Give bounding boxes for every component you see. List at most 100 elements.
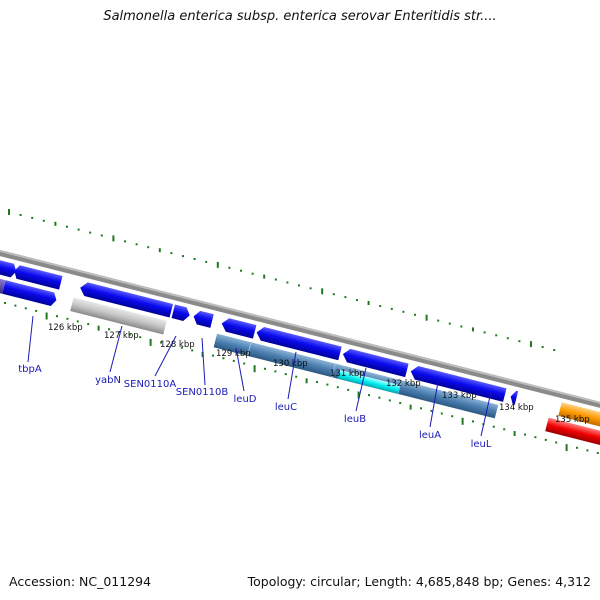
topology-text: Topology: circular; Length: 4,685,848 bp…: [247, 574, 591, 589]
inner-tick: [503, 428, 506, 431]
inner-tick: [399, 402, 402, 404]
gene-leader-line: [429, 381, 439, 428]
scale-label: 131 kbp: [330, 369, 365, 379]
gene-label-sen0110a[interactable]: SEN0110A: [124, 379, 177, 390]
inner-tick: [440, 412, 443, 415]
inner-tick: [76, 320, 79, 323]
inner-tick: [409, 404, 412, 410]
outer-tick: [8, 209, 10, 215]
inner-tick: [45, 312, 48, 320]
cds-feature: [14, 265, 63, 290]
outer-tick: [286, 281, 289, 284]
outer-tick: [112, 235, 115, 242]
inner-tick: [87, 323, 90, 326]
outer-tick: [42, 219, 45, 222]
gene-label-leub[interactable]: leuB: [344, 414, 366, 425]
outer-tick: [77, 228, 80, 231]
outer-tick: [19, 214, 22, 216]
inner-tick: [326, 383, 329, 386]
inner-tick: [108, 328, 110, 331]
outer-tick: [414, 313, 416, 316]
scale-label: 133 kbp: [442, 391, 477, 401]
outer-tick: [495, 334, 498, 337]
inner-tick: [586, 449, 589, 452]
cds-feature: [256, 327, 342, 361]
inner-tick: [160, 341, 162, 344]
gene-leader-line: [235, 347, 245, 392]
inner-tick: [4, 302, 6, 304]
scale-label: 132 kbp: [386, 379, 421, 389]
cds-feature: [80, 282, 174, 318]
outer-tick: [425, 314, 428, 321]
inner-tick: [472, 420, 474, 423]
cds-feature: [2, 280, 57, 307]
inner-tick: [524, 433, 526, 436]
scale-label: 135 kbp: [555, 415, 590, 425]
inner-tick: [212, 354, 214, 357]
inner-tick: [24, 307, 27, 310]
cds-feature: [171, 304, 190, 321]
inner-tick: [420, 407, 422, 410]
gene-label-leud[interactable]: leuD: [234, 394, 257, 405]
inner-tick: [191, 349, 194, 352]
scale-label: 130 kbp: [273, 359, 308, 369]
map-title: Salmonella enterica subsp. enterica sero…: [103, 9, 497, 24]
gene-label-leul[interactable]: leuL: [471, 439, 492, 450]
inner-tick: [430, 409, 433, 412]
outer-tick: [460, 325, 463, 328]
inner-tick: [565, 444, 568, 452]
inner-tick: [461, 417, 464, 425]
gene-leader-line: [201, 337, 206, 386]
inner-tick: [180, 346, 183, 349]
outer-tick: [344, 296, 347, 299]
inner-tick: [368, 394, 370, 397]
inner-tick: [492, 425, 495, 428]
scale-label: 127 kbp: [104, 331, 139, 341]
gene-leader-line: [27, 315, 34, 363]
cds-feature: [193, 310, 214, 328]
scale-labels: 126 kbp 127 kbp 128 kbp 129 kbp 130 kbp 131 k…: [48, 323, 590, 425]
gene-leader-line: [480, 391, 492, 437]
inner-tick: [264, 367, 266, 370]
inner-tick: [378, 396, 381, 399]
inner-tick: [253, 365, 256, 373]
inner-tick: [128, 333, 131, 336]
outer-tick: [135, 243, 138, 246]
scale-label: 126 kbp: [48, 323, 83, 333]
outer-tick: [89, 231, 92, 234]
pseudogene-feature: [70, 297, 167, 335]
inner-tick: [555, 441, 558, 444]
inner-tick: [316, 381, 318, 383]
gene-label-leua[interactable]: leuA: [419, 430, 441, 441]
outer-tick: [553, 349, 556, 351]
gene-label-tbpa[interactable]: tbpA: [18, 364, 42, 375]
cds-feature: [410, 366, 507, 402]
gene-label-leuc[interactable]: leuC: [275, 402, 297, 413]
gene-leader-line: [154, 335, 177, 377]
inner-tick: [97, 325, 100, 331]
cds-feature: [221, 318, 257, 339]
outer-tick: [251, 272, 254, 275]
outer-tick: [158, 248, 161, 253]
inner-tick: [576, 446, 578, 449]
inner-tick: [222, 357, 225, 360]
gene-label-yabn[interactable]: yabN: [95, 375, 121, 386]
inner-tick: [295, 375, 298, 378]
outer-tick: [472, 327, 474, 332]
outer-tick: [31, 216, 34, 219]
outer-tick: [367, 301, 370, 305]
outer-tick: [54, 221, 57, 226]
inner-tick: [388, 399, 391, 402]
inner-tick: [232, 359, 235, 362]
outer-tick: [263, 274, 266, 279]
outer-tick: [448, 322, 451, 325]
inner-tick: [66, 317, 69, 320]
gene-leader-line: [355, 367, 367, 412]
inner-tick: [139, 336, 142, 339]
inner-tick: [451, 415, 454, 418]
gene-label-sen0110b[interactable]: SEN0110B: [176, 387, 229, 398]
inner-tick: [149, 338, 152, 346]
inner-tick: [357, 391, 360, 399]
